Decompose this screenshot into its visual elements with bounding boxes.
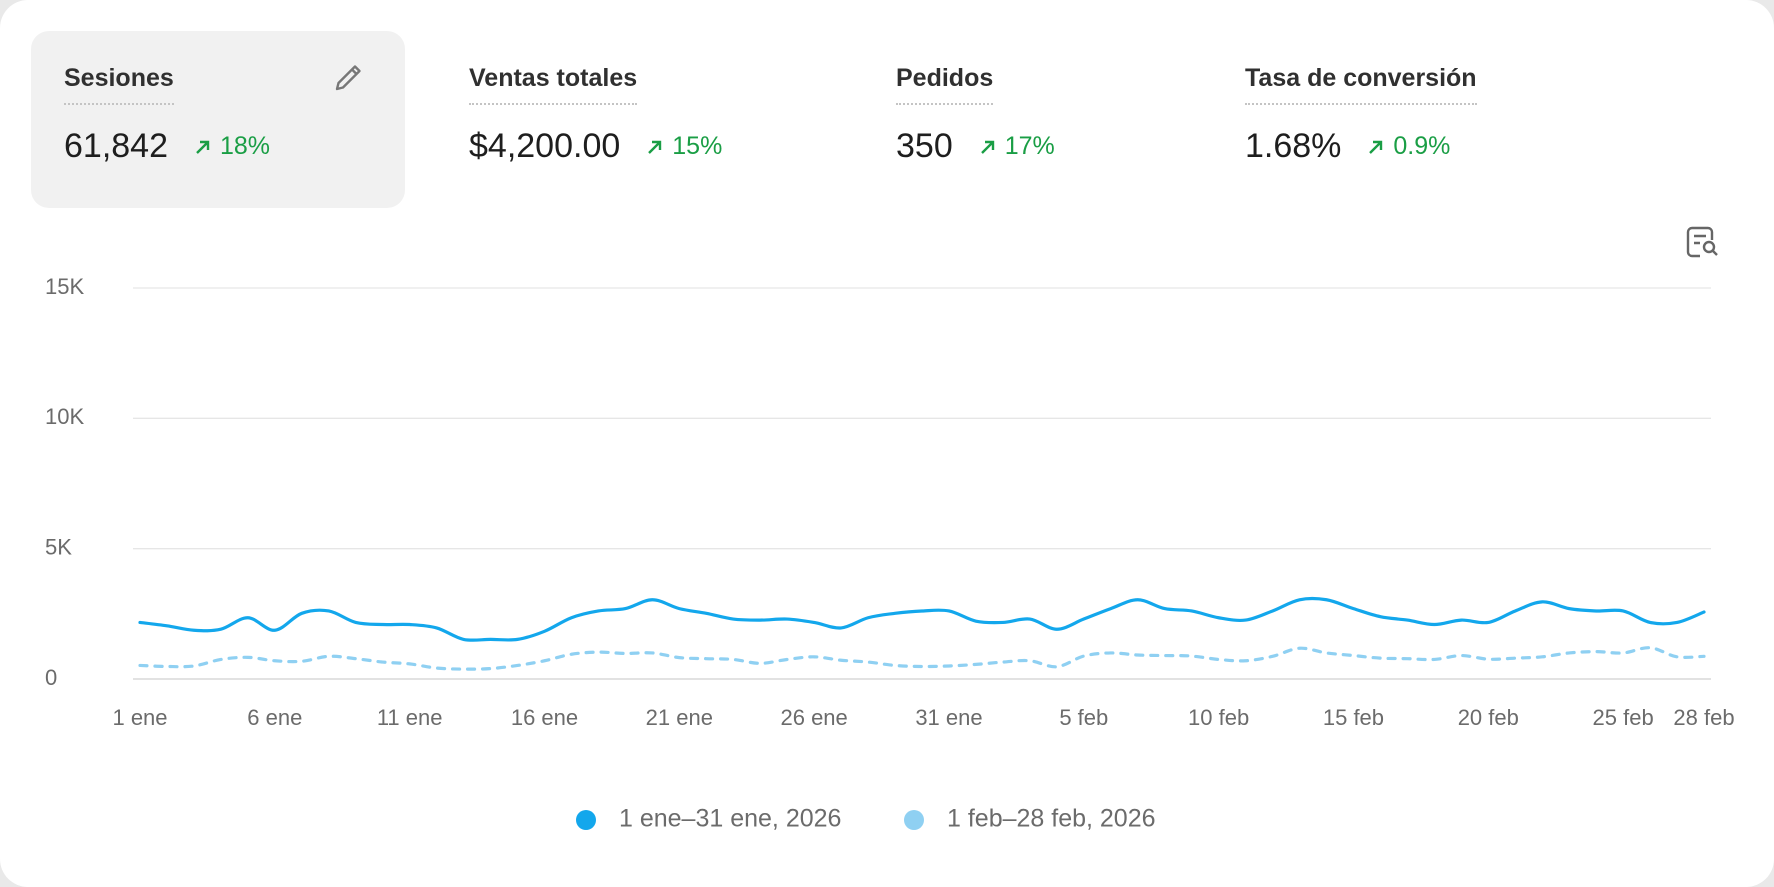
metric-value: 1.68% <box>1245 127 1342 165</box>
report-icon[interactable] <box>1686 226 1718 258</box>
legend-swatch <box>904 810 924 830</box>
y-tick-label: 5K <box>45 534 72 559</box>
y-tick-label: 0 <box>45 665 57 690</box>
up-arrow <box>648 140 662 154</box>
metric-label: Tasa de conversión <box>1245 64 1477 105</box>
up-arrow <box>1369 140 1383 154</box>
x-tick-label: 5 feb <box>1059 705 1108 730</box>
metric-card[interactable]: Tasa de conversión 1.68% 0.9% <box>1245 31 1477 208</box>
x-tick-label: 10 feb <box>1188 705 1249 730</box>
x-tick-label: 21 ene <box>646 705 713 730</box>
edit-icon[interactable] <box>331 59 367 95</box>
metric-value: 350 <box>896 127 953 165</box>
metric-change: 15% <box>672 132 723 160</box>
legend-label: 1 ene–31 ene, 2026 <box>619 805 841 833</box>
series-line <box>138 596 1706 642</box>
x-tick-label: 25 feb <box>1593 705 1654 730</box>
metric-change: 0.9% <box>1393 132 1451 160</box>
x-tick-label: 15 feb <box>1323 705 1384 730</box>
x-tick-label: 1 ene <box>112 705 167 730</box>
legend-label: 1 feb–28 feb, 2026 <box>947 805 1156 833</box>
up-arrow <box>196 140 210 154</box>
y-tick-label: 15K <box>45 274 84 299</box>
metric-card[interactable]: Pedidos 350 17% <box>896 31 1055 208</box>
metric-label: Ventas totales <box>469 64 638 105</box>
x-tick-label: 28 feb <box>1673 705 1734 730</box>
y-tick-label: 10K <box>45 404 84 429</box>
metric-card[interactable]: Ventas totales $4,200.00 15% <box>469 31 722 208</box>
x-tick-label: 6 ene <box>247 705 302 730</box>
legend-swatch <box>576 810 596 830</box>
x-tick-label: 31 ene <box>915 705 982 730</box>
x-tick-label: 20 feb <box>1458 705 1519 730</box>
metric-value: $4,200.00 <box>469 127 621 165</box>
x-tick-label: 16 ene <box>511 705 578 730</box>
series-line <box>138 646 1706 671</box>
x-tick-label: 26 ene <box>780 705 847 730</box>
up-arrow <box>980 140 994 154</box>
metric-value: 61,842 <box>64 127 168 165</box>
x-tick-label: 11 ene <box>377 705 443 730</box>
metric-change: 18% <box>220 132 271 160</box>
metric-label: Pedidos <box>896 64 994 105</box>
metric-label: Sesiones <box>64 64 174 105</box>
metric-card[interactable]: Sesiones 61,842 18% <box>31 31 405 208</box>
metric-change: 17% <box>1004 132 1055 160</box>
